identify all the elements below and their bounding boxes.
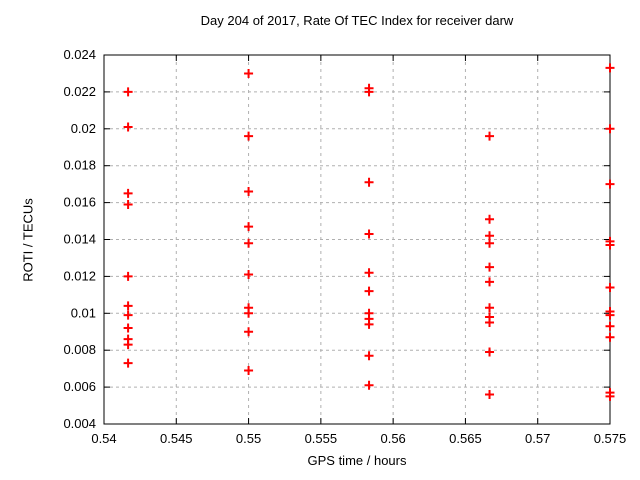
data-point-marker [244,327,254,337]
data-point-marker [364,268,374,278]
data-point-marker [485,131,495,141]
data-point-marker [605,391,615,401]
data-point-marker [364,87,374,97]
data-point-marker [123,340,133,350]
y-tick-label: 0.01 [71,305,96,320]
x-tick-label: 0.54 [91,431,116,446]
y-tick-label: 0.008 [63,342,96,357]
y-tick-label: 0.02 [71,121,96,136]
data-point-marker [364,286,374,296]
data-point-marker [485,303,495,313]
data-point-marker [605,282,615,292]
data-point-marker [244,68,254,78]
x-tick-label: 0.575 [594,431,627,446]
data-point-marker [485,318,495,328]
y-tick-label: 0.018 [63,158,96,173]
data-point-marker [244,238,254,248]
data-point-marker [244,222,254,232]
y-tick-label: 0.012 [63,268,96,283]
data-point-marker [123,87,133,97]
y-tick-label: 0.014 [63,232,96,247]
data-point-marker [364,177,374,187]
data-point-marker [364,229,374,239]
data-point-marker [123,301,133,311]
x-tick-label: 0.545 [160,431,193,446]
data-point-marker [605,310,615,320]
data-point-marker [605,332,615,342]
chart-title: Day 204 of 2017, Rate Of TEC Index for r… [200,13,514,28]
data-point-marker [605,63,615,73]
data-point-marker [244,308,254,318]
x-tick-label: 0.55 [236,431,261,446]
y-tick-label: 0.006 [63,379,96,394]
data-point-marker [485,214,495,224]
x-tick-label: 0.57 [525,431,550,446]
data-point-marker [123,358,133,368]
y-axis-label: ROTI / TECUs [20,198,36,282]
data-point-marker [123,310,133,320]
data-point-marker [123,188,133,198]
data-point-marker [485,262,495,272]
data-point-marker [605,124,615,134]
data-point-marker [485,347,495,357]
data-point-marker [485,238,495,248]
data-point-marker [123,199,133,209]
data-point-marker [364,351,374,361]
data-point-marker [364,319,374,329]
data-point-marker [605,179,615,189]
x-tick-label: 0.555 [305,431,338,446]
y-tick-label: 0.004 [63,416,96,431]
data-point-marker [244,131,254,141]
y-tick-label: 0.022 [63,84,96,99]
data-point-marker [123,323,133,333]
y-tick-label: 0.016 [63,195,96,210]
data-point-marker [244,270,254,280]
data-point-marker [605,240,615,250]
data-point-marker [605,321,615,331]
data-point-marker [485,389,495,399]
data-point-marker [123,122,133,132]
x-tick-label: 0.56 [380,431,405,446]
x-axis-label: GPS time / hours [307,453,407,468]
data-point-marker [123,271,133,281]
data-point-marker [364,380,374,390]
data-point-marker [244,365,254,375]
x-tick-label: 0.565 [449,431,482,446]
y-tick-label: 0.024 [63,47,96,62]
data-point-marker [485,277,495,287]
data-point-marker [244,187,254,197]
